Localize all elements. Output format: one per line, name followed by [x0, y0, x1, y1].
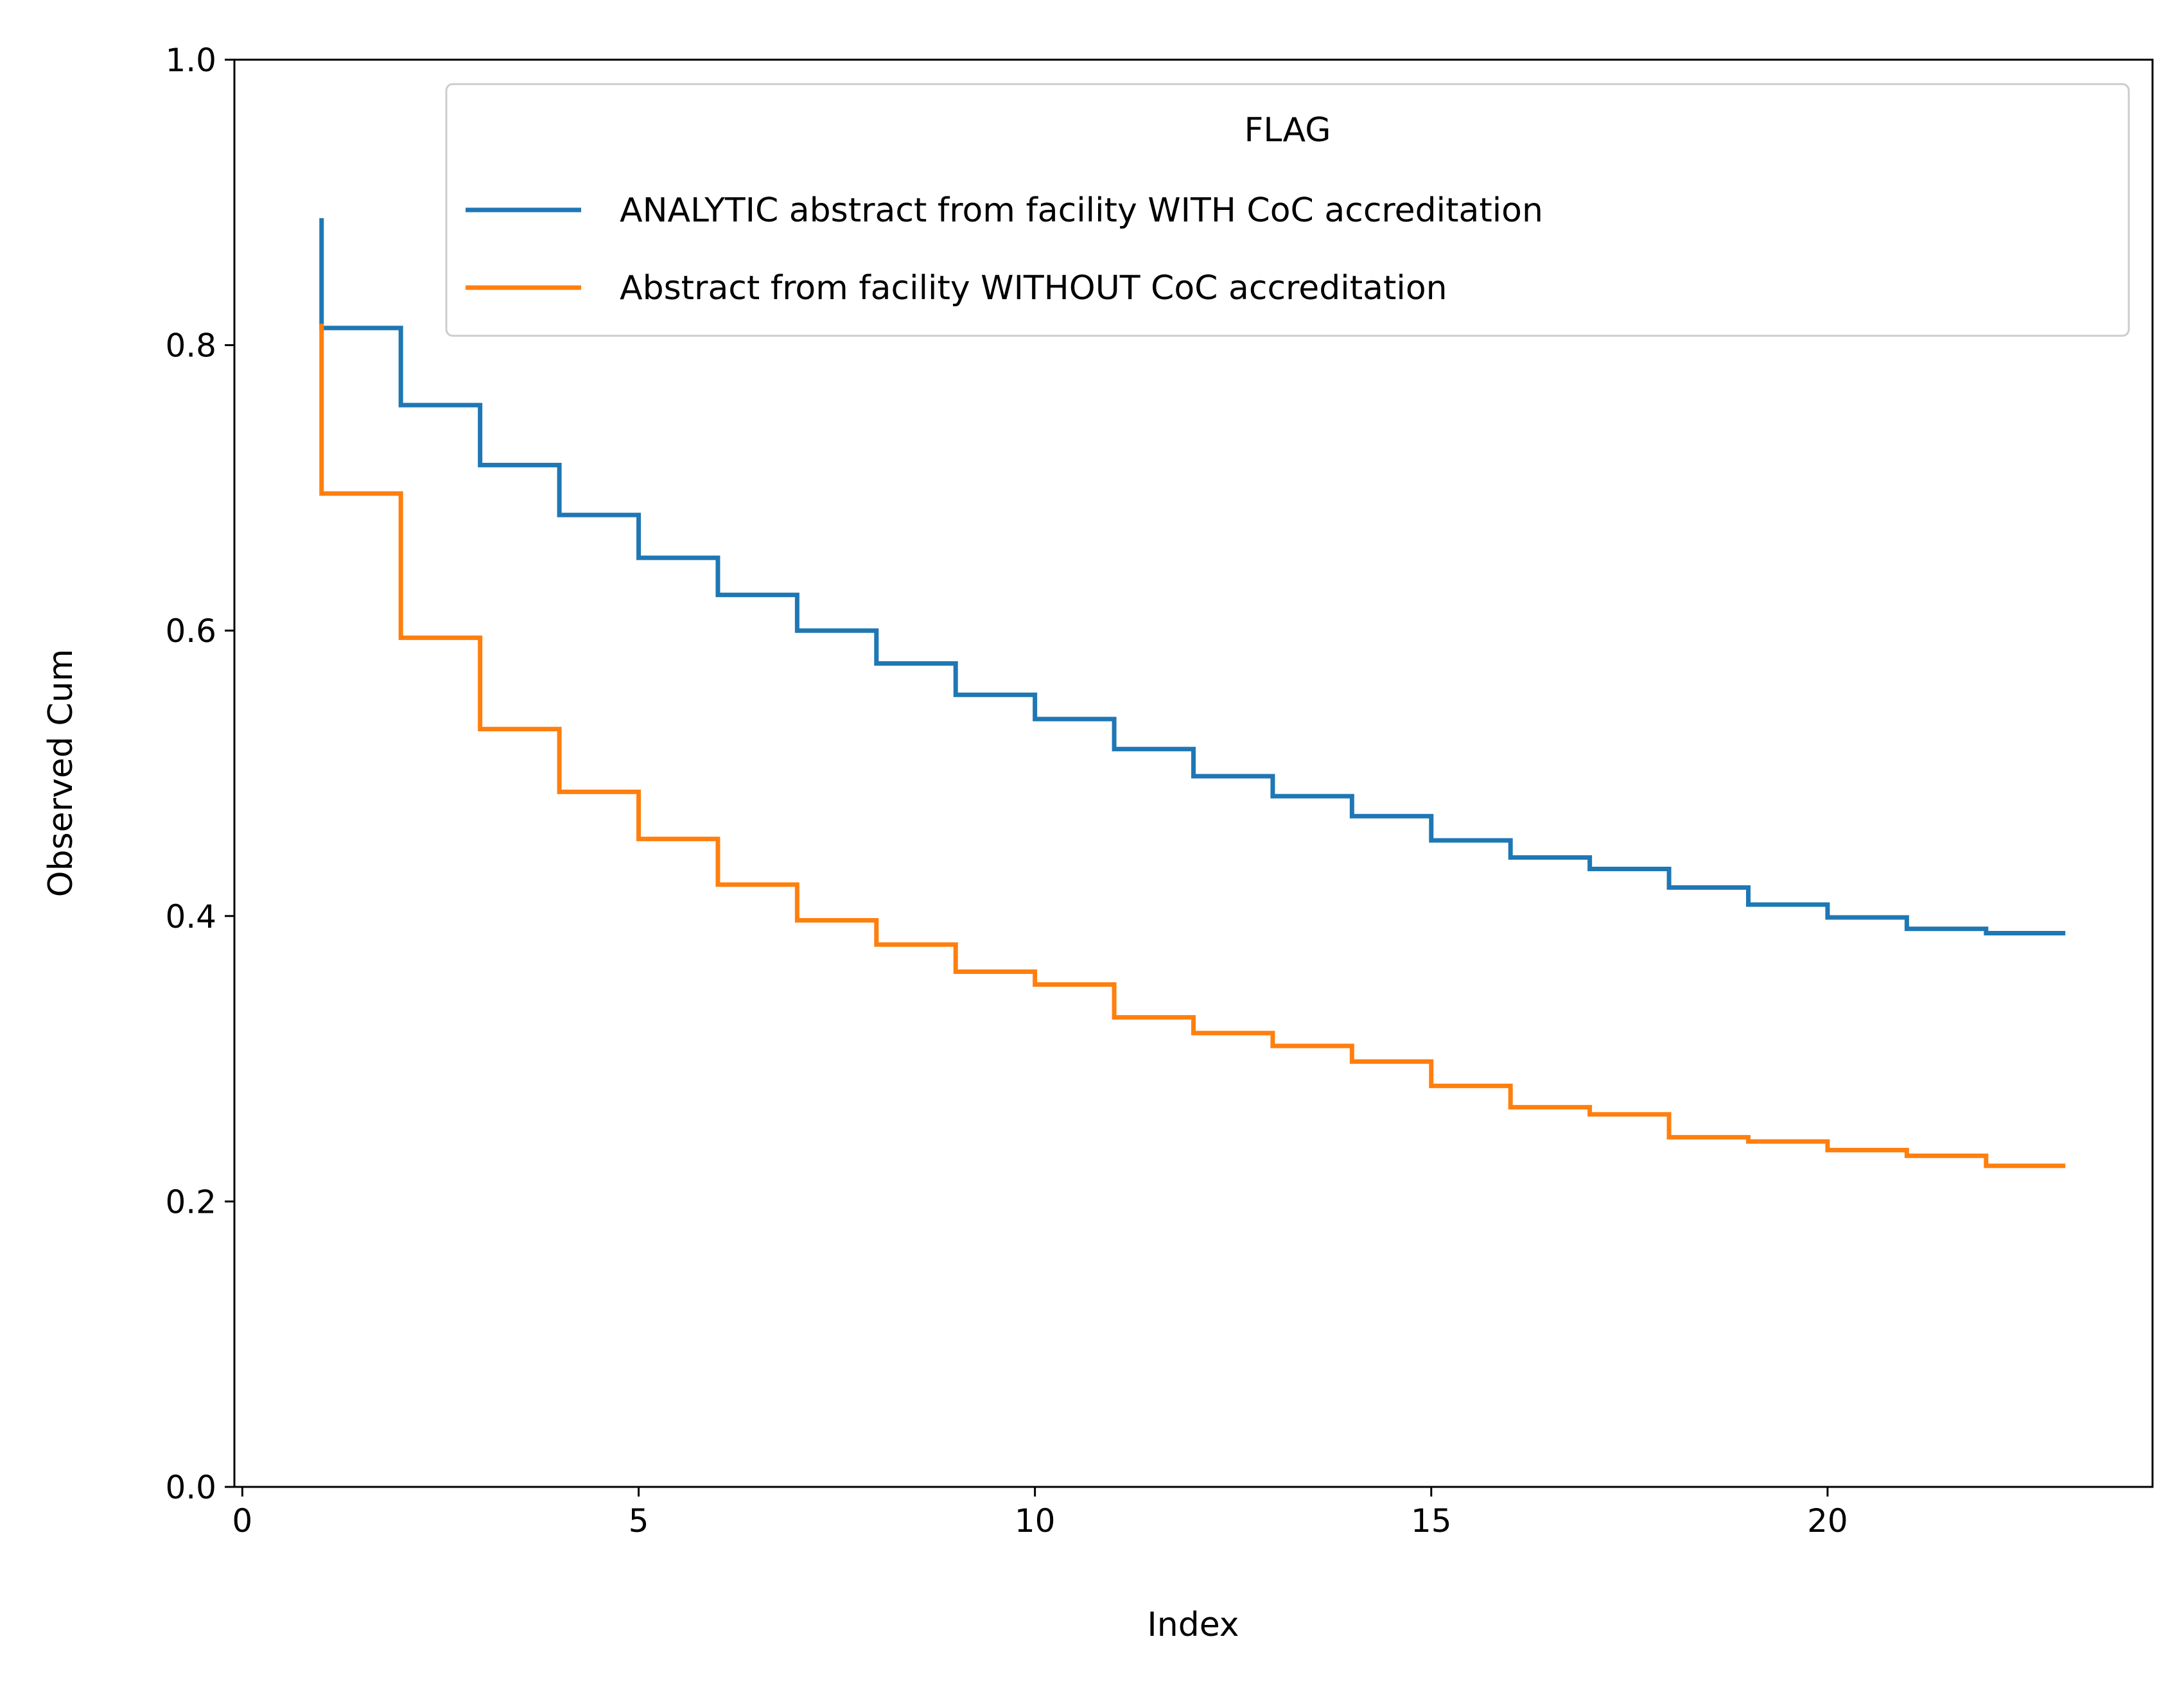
y-tick-label: 0.8 — [165, 327, 216, 365]
x-axis-ticks: 0 5 10 15 20 — [232, 1487, 1848, 1540]
y-axis-ticks: 0.0 0.2 0.4 0.6 0.8 1.0 — [165, 42, 234, 1506]
legend: FLAG ANALYTIC abstract from facility WIT… — [445, 83, 2130, 337]
x-tick-label: 5 — [629, 1502, 649, 1540]
series-layer — [319, 218, 2066, 1168]
legend-label-without-coc: Abstract from facility WITHOUT CoC accre… — [620, 269, 1447, 308]
y-tick-label: 0.0 — [165, 1469, 216, 1506]
x-tick-label: 0 — [232, 1502, 252, 1540]
series-line-with-coc — [319, 218, 2066, 935]
axes-frame — [233, 58, 2154, 1488]
y-tick-label: 0.6 — [165, 612, 216, 650]
series-line-without-coc — [319, 324, 2066, 1168]
y-axis-label: Observed Cum — [42, 649, 80, 898]
legend-box — [445, 83, 2130, 337]
x-tick-label: 20 — [1807, 1502, 1848, 1540]
x-tick-label: 10 — [1015, 1502, 1056, 1540]
x-tick-label: 15 — [1411, 1502, 1452, 1540]
y-tick-label: 1.0 — [165, 42, 216, 79]
x-axis-label: Index — [1147, 1606, 1239, 1644]
y-tick-label: 0.4 — [165, 898, 216, 935]
legend-label-with-coc: ANALYTIC abstract from facility WITH CoC… — [620, 191, 1543, 230]
y-tick-label: 0.2 — [165, 1183, 216, 1220]
legend-title: FLAG — [1244, 111, 1331, 150]
